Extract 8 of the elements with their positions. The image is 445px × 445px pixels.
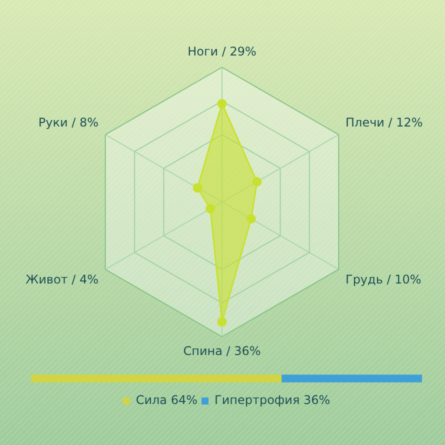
legend-label: Гипертрофия 36%	[214, 393, 330, 408]
spoke-label: Ноги / 29%	[188, 44, 256, 58]
spoke-label: Плечи / 12%	[345, 116, 423, 130]
spoke-label: Спина / 36%	[183, 344, 261, 358]
spoke-label: Руки / 8%	[38, 116, 99, 130]
spoke-label: Живот / 4%	[26, 272, 99, 287]
legend-label: Сила 64%	[136, 393, 198, 408]
spoke-label: Грудь / 10%	[345, 272, 422, 287]
